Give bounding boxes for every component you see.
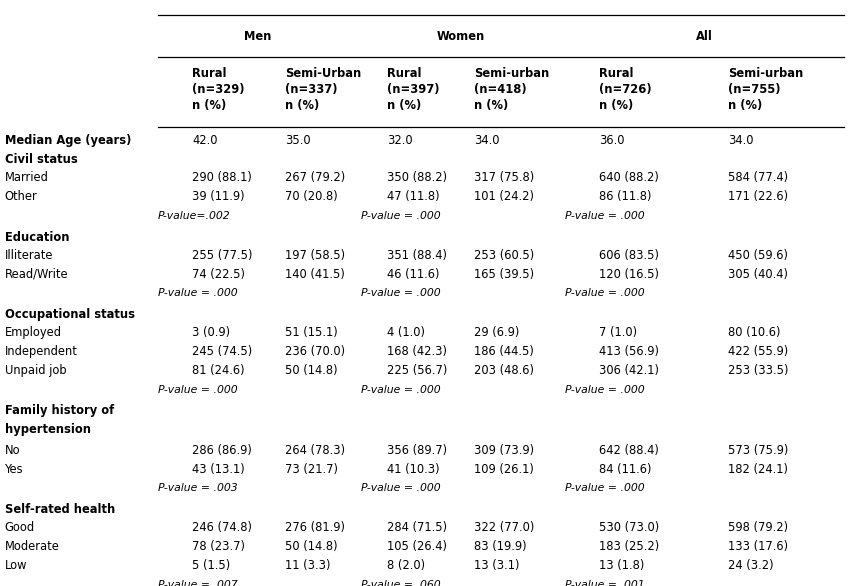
- Text: 5 (1.5): 5 (1.5): [192, 559, 230, 572]
- Text: 34.0: 34.0: [728, 134, 754, 147]
- Text: 101 (24.2): 101 (24.2): [474, 190, 534, 203]
- Text: Independent: Independent: [5, 345, 77, 358]
- Text: Other: Other: [5, 190, 37, 203]
- Text: 32.0: 32.0: [387, 134, 412, 147]
- Text: 413 (56.9): 413 (56.9): [598, 345, 659, 358]
- Text: P-value=.002: P-value=.002: [158, 211, 230, 221]
- Text: 290 (88.1): 290 (88.1): [192, 172, 252, 185]
- Text: 83 (19.9): 83 (19.9): [474, 540, 527, 553]
- Text: 225 (56.7): 225 (56.7): [387, 364, 447, 377]
- Text: Married: Married: [5, 172, 48, 185]
- Text: Women: Women: [437, 30, 485, 43]
- Text: Education: Education: [5, 230, 70, 244]
- Text: 253 (60.5): 253 (60.5): [474, 249, 535, 262]
- Text: Unpaid job: Unpaid job: [5, 364, 66, 377]
- Text: 8 (2.0): 8 (2.0): [387, 559, 425, 572]
- Text: 29 (6.9): 29 (6.9): [474, 326, 519, 339]
- Text: 80 (10.6): 80 (10.6): [728, 326, 781, 339]
- Text: P-value = .000: P-value = .000: [564, 211, 644, 221]
- Text: 43 (13.1): 43 (13.1): [192, 463, 245, 476]
- Text: Family history of: Family history of: [5, 404, 114, 417]
- Text: P-value = .000: P-value = .000: [564, 384, 644, 394]
- Text: 133 (17.6): 133 (17.6): [728, 540, 789, 553]
- Text: 322 (77.0): 322 (77.0): [474, 522, 535, 534]
- Text: 236 (70.0): 236 (70.0): [286, 345, 345, 358]
- Text: 203 (48.6): 203 (48.6): [474, 364, 534, 377]
- Text: 35.0: 35.0: [286, 134, 311, 147]
- Text: 422 (55.9): 422 (55.9): [728, 345, 789, 358]
- Text: 51 (15.1): 51 (15.1): [286, 326, 338, 339]
- Text: 350 (88.2): 350 (88.2): [387, 172, 447, 185]
- Text: 356 (89.7): 356 (89.7): [387, 444, 447, 457]
- Text: 245 (74.5): 245 (74.5): [192, 345, 252, 358]
- Text: Semi-Urban
(n=337)
n (%): Semi-Urban (n=337) n (%): [286, 67, 361, 111]
- Text: Rural
(n=397)
n (%): Rural (n=397) n (%): [387, 67, 439, 111]
- Text: 120 (16.5): 120 (16.5): [598, 268, 659, 281]
- Text: P-value = .001: P-value = .001: [564, 580, 644, 586]
- Text: 78 (23.7): 78 (23.7): [192, 540, 245, 553]
- Text: 530 (73.0): 530 (73.0): [598, 522, 659, 534]
- Text: P-value = .000: P-value = .000: [361, 384, 441, 394]
- Text: 253 (33.5): 253 (33.5): [728, 364, 789, 377]
- Text: 284 (71.5): 284 (71.5): [387, 522, 447, 534]
- Text: Illiterate: Illiterate: [5, 249, 54, 262]
- Text: Low: Low: [5, 559, 27, 572]
- Text: 351 (88.4): 351 (88.4): [387, 249, 447, 262]
- Text: Rural
(n=726)
n (%): Rural (n=726) n (%): [598, 67, 651, 111]
- Text: 36.0: 36.0: [598, 134, 624, 147]
- Text: 47 (11.8): 47 (11.8): [387, 190, 439, 203]
- Text: 642 (88.4): 642 (88.4): [598, 444, 659, 457]
- Text: No: No: [5, 444, 20, 457]
- Text: 306 (42.1): 306 (42.1): [598, 364, 659, 377]
- Text: Men: Men: [244, 30, 271, 43]
- Text: 70 (20.8): 70 (20.8): [286, 190, 338, 203]
- Text: 246 (74.8): 246 (74.8): [192, 522, 252, 534]
- Text: P-value = .000: P-value = .000: [361, 483, 441, 493]
- Text: 84 (11.6): 84 (11.6): [598, 463, 651, 476]
- Text: 584 (77.4): 584 (77.4): [728, 172, 789, 185]
- Text: Employed: Employed: [5, 326, 62, 339]
- Text: P-value = .000: P-value = .000: [361, 288, 441, 298]
- Text: Median Age (years): Median Age (years): [5, 134, 131, 147]
- Text: Rural
(n=329)
n (%): Rural (n=329) n (%): [192, 67, 245, 111]
- Text: Occupational status: Occupational status: [5, 308, 135, 321]
- Text: Civil status: Civil status: [5, 153, 77, 166]
- Text: Semi-urban
(n=755)
n (%): Semi-urban (n=755) n (%): [728, 67, 803, 111]
- Text: 86 (11.8): 86 (11.8): [598, 190, 651, 203]
- Text: Read/Write: Read/Write: [5, 268, 68, 281]
- Text: P-value = .000: P-value = .000: [158, 288, 238, 298]
- Text: 3 (0.9): 3 (0.9): [192, 326, 230, 339]
- Text: 109 (26.1): 109 (26.1): [474, 463, 534, 476]
- Text: 182 (24.1): 182 (24.1): [728, 463, 788, 476]
- Text: P-value = .000: P-value = .000: [564, 483, 644, 493]
- Text: 74 (22.5): 74 (22.5): [192, 268, 245, 281]
- Text: 267 (79.2): 267 (79.2): [286, 172, 345, 185]
- Text: 24 (3.2): 24 (3.2): [728, 559, 774, 572]
- Text: 81 (24.6): 81 (24.6): [192, 364, 245, 377]
- Text: 305 (40.4): 305 (40.4): [728, 268, 788, 281]
- Text: 573 (75.9): 573 (75.9): [728, 444, 789, 457]
- Text: 168 (42.3): 168 (42.3): [387, 345, 447, 358]
- Text: 640 (88.2): 640 (88.2): [598, 172, 659, 185]
- Text: 46 (11.6): 46 (11.6): [387, 268, 439, 281]
- Text: 50 (14.8): 50 (14.8): [286, 364, 337, 377]
- Text: P-value = .000: P-value = .000: [361, 211, 441, 221]
- Text: 42.0: 42.0: [192, 134, 218, 147]
- Text: 13 (1.8): 13 (1.8): [598, 559, 644, 572]
- Text: 286 (86.9): 286 (86.9): [192, 444, 252, 457]
- Text: 309 (73.9): 309 (73.9): [474, 444, 535, 457]
- Text: P-value = .060: P-value = .060: [361, 580, 441, 586]
- Text: All: All: [696, 30, 713, 43]
- Text: P-value = .000: P-value = .000: [564, 288, 644, 298]
- Text: 7 (1.0): 7 (1.0): [598, 326, 637, 339]
- Text: Self-rated health: Self-rated health: [5, 503, 115, 516]
- Text: 264 (78.3): 264 (78.3): [286, 444, 345, 457]
- Text: Semi-urban
(n=418)
n (%): Semi-urban (n=418) n (%): [474, 67, 549, 111]
- Text: 105 (26.4): 105 (26.4): [387, 540, 447, 553]
- Text: Yes: Yes: [5, 463, 24, 476]
- Text: 140 (41.5): 140 (41.5): [286, 268, 345, 281]
- Text: hypertension: hypertension: [5, 423, 91, 435]
- Text: Moderate: Moderate: [5, 540, 60, 553]
- Text: P-value = .000: P-value = .000: [158, 384, 238, 394]
- Text: 13 (3.1): 13 (3.1): [474, 559, 519, 572]
